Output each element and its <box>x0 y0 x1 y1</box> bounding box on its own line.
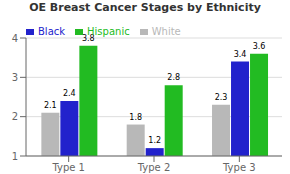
svg-text:3.6: 3.6 <box>253 42 266 51</box>
svg-text:1: 1 <box>12 151 18 162</box>
svg-text:Type 1: Type 1 <box>51 162 85 173</box>
svg-text:3.4: 3.4 <box>234 50 247 59</box>
svg-text:3: 3 <box>12 72 18 83</box>
svg-text:2: 2 <box>12 111 18 122</box>
html-text:Black: Black <box>38 26 66 37</box>
svg-text:2.8: 2.8 <box>167 73 180 82</box>
svg-text:4: 4 <box>12 33 18 44</box>
svg-text:3.8: 3.8 <box>82 34 95 43</box>
svg-text:Type 2: Type 2 <box>137 162 171 173</box>
svg-text:1.2: 1.2 <box>148 136 161 145</box>
svg-text:1.8: 1.8 <box>129 113 142 122</box>
svg-text:2.4: 2.4 <box>63 89 76 98</box>
svg-text:2.1: 2.1 <box>44 101 57 110</box>
svg-text:Type 3: Type 3 <box>222 162 256 173</box>
html-text:White: White <box>151 26 181 37</box>
html-text:OE Breast Cancer Stages by Eth: OE Breast Cancer Stages by Ethnicity <box>29 1 261 14</box>
html-text:Hispanic: Hispanic <box>87 26 130 37</box>
svg-text:2.3: 2.3 <box>215 93 228 102</box>
